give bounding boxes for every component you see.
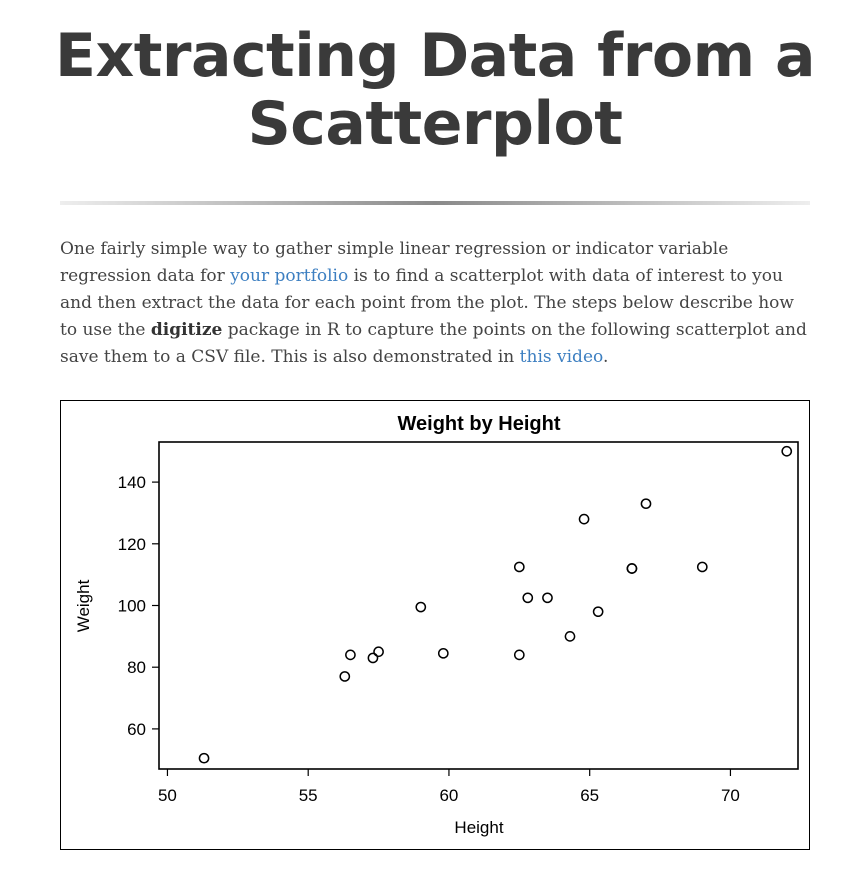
data-point [513,561,525,573]
digitize-package-name: digitize [150,320,223,340]
x-tick-label: 50 [158,786,177,805]
data-point [367,652,379,664]
data-point [437,647,449,659]
data-point [592,606,604,618]
data-point [640,498,652,510]
data-point [339,671,351,682]
video-link[interactable]: this video [519,347,603,367]
x-tick-label: 55 [299,786,318,805]
x-axis-label: Height [454,818,503,837]
scatterplot-chart: Weight by Height 50 55 60 65 70 60 80 100 120 14… [74,413,799,837]
portfolio-link[interactable]: your portfolio [230,266,349,286]
y-tick-label: 80 [127,658,146,677]
data-points [198,445,793,764]
y-tick-label: 120 [118,535,146,554]
data-point [198,752,210,764]
x-tick-label: 70 [721,786,740,805]
data-point [513,649,525,661]
data-point [578,513,590,525]
data-point [345,649,356,661]
data-point [415,601,427,613]
divider [60,201,810,205]
intro-text-2: is to find a scatterplot with data of in… [60,266,794,340]
y-tick-label: 140 [118,473,146,492]
plot-frame [158,441,799,770]
data-point [626,563,638,574]
data-point [564,630,576,642]
intro-text-3: package in R to capture the points on th… [60,320,807,367]
intro-text-4: . [602,347,609,367]
data-point [781,445,793,457]
data-point [696,561,708,573]
data-point [542,592,553,604]
x-tick-label: 65 [580,786,599,805]
y-tick-label: 100 [118,597,146,616]
y-axis-label: Weight [74,579,93,632]
intro-text-1: One fairly simple way to gather simple l… [60,239,729,286]
y-tick-label: 60 [127,720,146,739]
x-tick-label: 60 [439,786,458,805]
x-axis: 50 55 60 65 70 [158,769,740,805]
scatterplot-figure: Weight by Height 50 55 60 65 70 60 80 100 120 14… [60,400,810,850]
intro-paragraph: One fairly simple way to gather simple l… [60,236,812,371]
data-point [522,592,534,604]
data-point [373,646,384,658]
page-title: Extracting Data from a Scatterplot [55,21,815,159]
y-axis: 60 80 100 120 140 [118,473,159,739]
chart-title: Weight by Height [398,413,561,435]
